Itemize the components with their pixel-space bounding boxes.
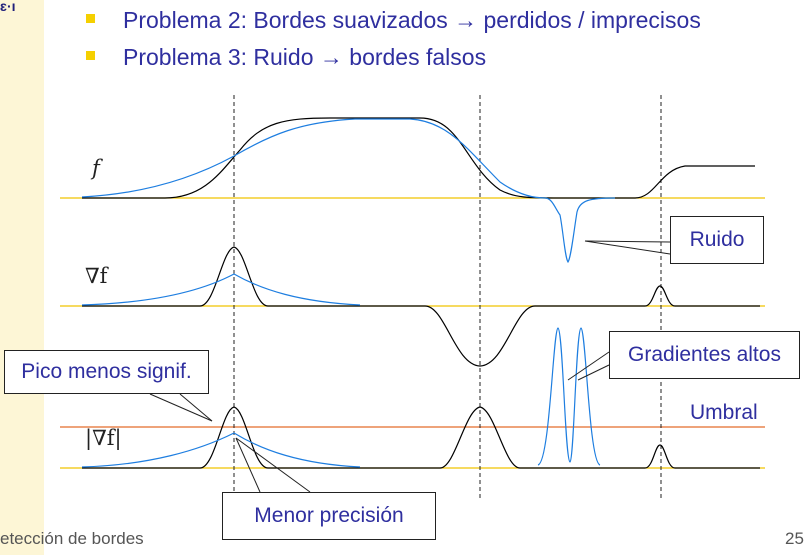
bullet-problema-2: Problema 2: Bordes suavizados → perdidos… bbox=[86, 7, 701, 34]
side-mark: ɛ·ı bbox=[0, 0, 16, 14]
footer-title: etección de bordes bbox=[0, 529, 144, 548]
pointer-pico bbox=[149, 393, 213, 422]
bullet-square-icon bbox=[86, 51, 95, 61]
callout-gradientes-altos: Gradientes altos bbox=[609, 331, 800, 379]
left-strip: ɛ·ı bbox=[0, 0, 44, 555]
pointer-pico-2 bbox=[179, 393, 213, 422]
label-umbral: Umbral bbox=[690, 401, 758, 424]
label-grad-f: ∇f bbox=[85, 264, 108, 288]
bullet-problema-3: Problema 3: Ruido → bordes falsos bbox=[86, 44, 486, 71]
callout-ruido: Ruido bbox=[670, 216, 764, 264]
pointer-menor-2 bbox=[235, 437, 311, 493]
callout-pico-menos-signif: Pico menos signif. bbox=[4, 350, 209, 394]
bullet-text-1: Problema 2: Bordes suavizados → perdidos… bbox=[123, 7, 701, 33]
pointer-gradientes bbox=[567, 351, 610, 381]
pointer-gradientes-2 bbox=[577, 364, 610, 381]
curve-absgrad-real bbox=[81, 432, 361, 468]
page-number: 25 bbox=[785, 529, 804, 548]
curve-absgrad-ideal bbox=[82, 406, 760, 469]
curve-grad-ideal bbox=[82, 246, 760, 367]
callout-menor-precision: Menor precisión bbox=[222, 492, 436, 540]
curve-f-real bbox=[81, 118, 616, 264]
curve-grad-real bbox=[81, 273, 361, 306]
pointer-menor bbox=[235, 437, 261, 493]
bullet-square-icon bbox=[86, 14, 95, 24]
curve-f-ideal bbox=[82, 117, 755, 199]
curve-absgrad-noise bbox=[537, 327, 601, 466]
label-abs-grad-f: |∇f| bbox=[85, 426, 122, 450]
bullet-text-2: Problema 3: Ruido → bordes falsos bbox=[123, 44, 487, 70]
label-f: f bbox=[92, 156, 100, 180]
pointer-ruido bbox=[584, 240, 671, 243]
pointer-ruido-2 bbox=[584, 240, 671, 255]
